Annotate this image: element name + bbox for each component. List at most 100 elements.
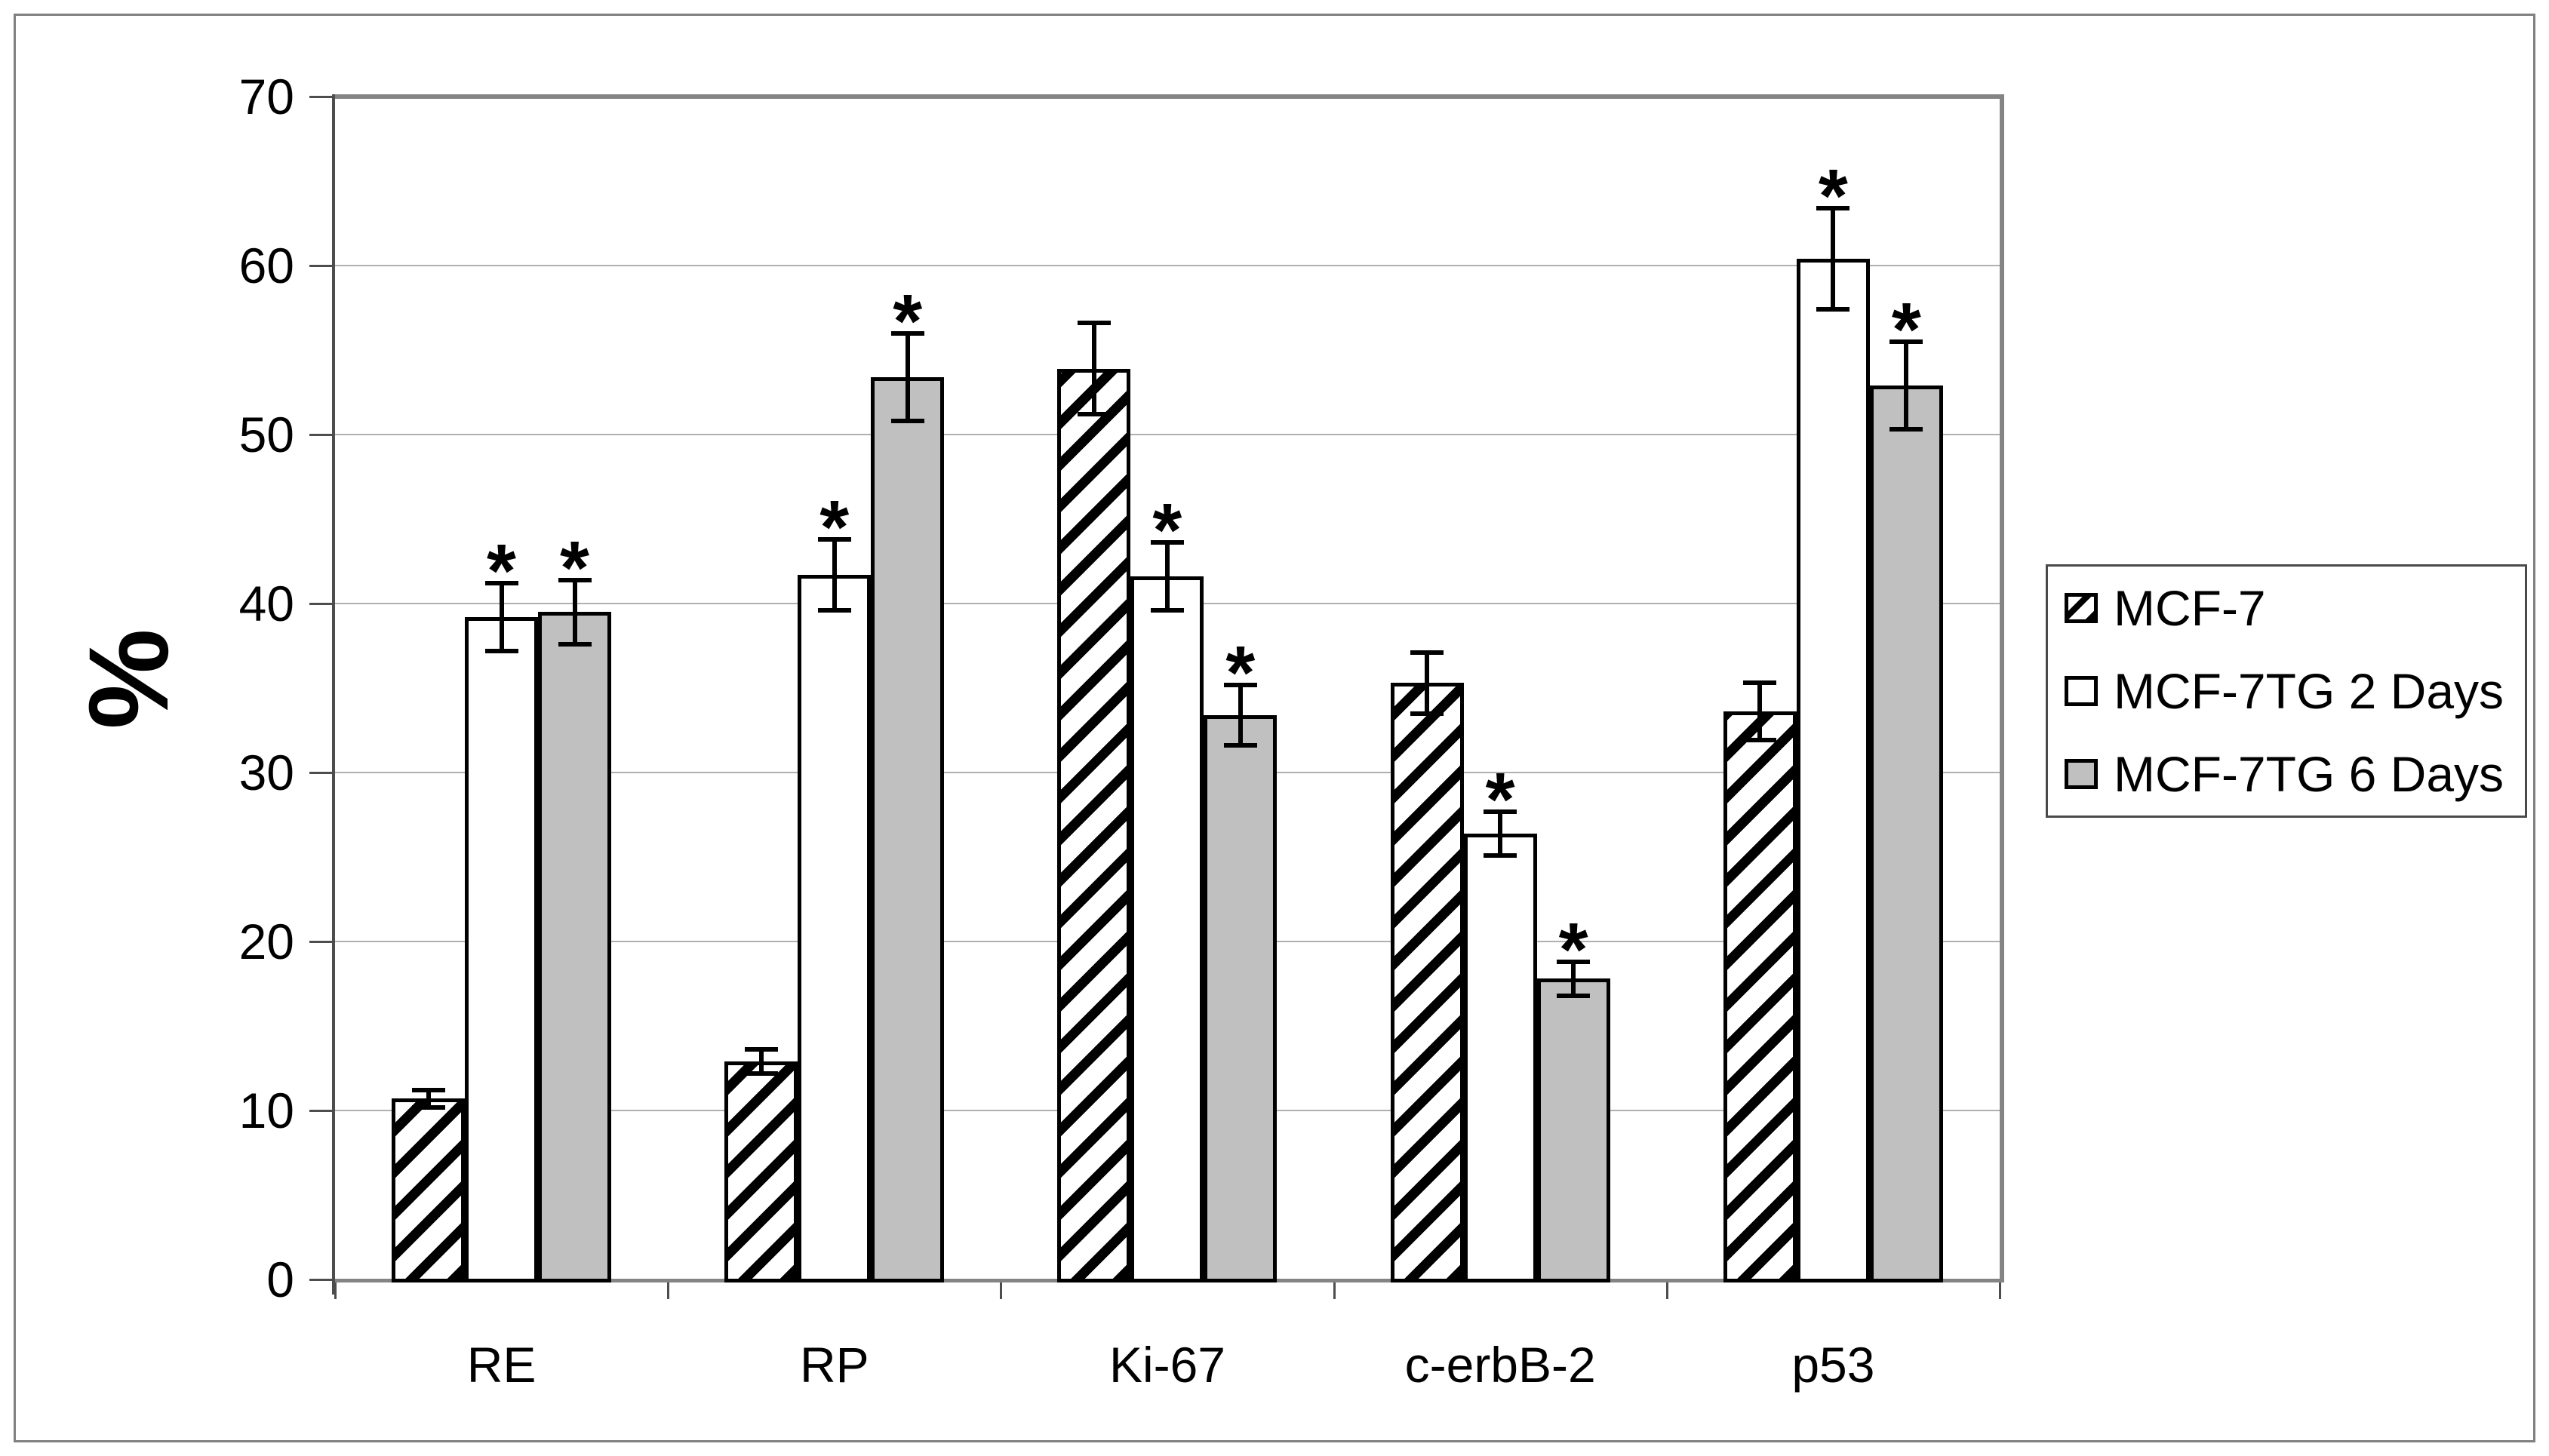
error-bar-mcf-7tg-2-days-ki-67 [1164, 542, 1170, 610]
bar-mcf-7-rp [724, 1061, 798, 1282]
error-bar-mcf-7-c-erbb-2 [1425, 652, 1430, 714]
error-cap-top-mcf-7tg-6-days-rp [890, 330, 924, 336]
error-cap-bottom-mcf-7tg-2-days-rp [817, 607, 851, 613]
error-cap-top-mcf-7-ki-67 [1077, 321, 1111, 326]
legend-swatch-mcf-7tg-6-days [2065, 759, 2098, 789]
x-axis-label-p53: p53 [1791, 1337, 1875, 1393]
error-bar-mcf-7tg-2-days-re [499, 583, 504, 651]
bar-mcf-7tg-2-days-re [465, 616, 538, 1282]
y-tick-20 [309, 941, 332, 943]
y-tick-label-60: 60 [238, 238, 294, 293]
bar-mcf-7tg-2-days-rp [798, 574, 872, 1282]
figure-border [14, 14, 2535, 1442]
legend-item-mcf-7: MCF-7 [2048, 567, 2525, 650]
y-axis-title-text: % [64, 628, 192, 730]
error-bar-mcf-7-p53 [1757, 683, 1763, 741]
bar-mcf-7tg-2-days-p53 [1796, 259, 1870, 1282]
significance-marker-mcf-7tg-6-days-p53: * [1891, 287, 1921, 372]
legend-swatch-mcf-7tg-2-days [2065, 676, 2098, 706]
y-tick-label-0: 0 [266, 1252, 294, 1307]
legend-label-mcf-7tg-6-days: MCF-7TG 6 Days [2114, 746, 2504, 802]
bar-mcf-7tg-2-days-c-erbb-2 [1463, 833, 1537, 1282]
error-cap-bottom-mcf-7-ki-67 [1077, 412, 1111, 417]
error-cap-bottom-mcf-7tg-2-days-re [484, 648, 518, 653]
error-bar-mcf-7tg-2-days-c-erbb-2 [1498, 811, 1503, 855]
gridline-60 [335, 265, 2000, 266]
x-axis-label-ki-67: Ki-67 [1108, 1337, 1226, 1393]
significance-marker-mcf-7tg-2-days-p53: * [1818, 153, 1848, 238]
error-cap-top-mcf-7tg-6-days-re [558, 577, 592, 582]
x-tick-1 [667, 1282, 670, 1299]
legend-label-mcf-7: MCF-7 [2114, 580, 2266, 636]
legend-label-mcf-7tg-2-days: MCF-7TG 2 Days [2114, 663, 2504, 719]
bar-mcf-7tg-6-days-ki-67 [1204, 714, 1278, 1282]
error-bar-mcf-7-rp [758, 1049, 764, 1074]
y-tick-label-20: 20 [238, 914, 294, 969]
x-axis-label-c-erbb-2: c-erbB-2 [1404, 1337, 1596, 1393]
error-cap-top-mcf-7tg-2-days-rp [817, 536, 851, 542]
error-bar-mcf-7tg-2-days-p53 [1831, 207, 1836, 310]
x-tick-5 [1999, 1282, 2001, 1299]
error-bar-mcf-7-ki-67 [1091, 323, 1096, 415]
error-cap-bottom-mcf-7-p53 [1743, 738, 1777, 743]
y-tick-label-10: 10 [238, 1083, 294, 1138]
error-cap-top-mcf-7tg-2-days-c-erbb-2 [1484, 809, 1517, 814]
y-tick-0 [309, 1279, 332, 1281]
error-cap-bottom-mcf-7-rp [744, 1070, 778, 1076]
bar-mcf-7-ki-67 [1057, 368, 1131, 1282]
error-cap-bottom-mcf-7tg-6-days-p53 [1889, 427, 1923, 432]
gridline-50 [335, 434, 2000, 435]
legend-swatch-mcf-7 [2065, 593, 2098, 623]
plot-border-right [2000, 94, 2004, 1282]
significance-marker-mcf-7tg-6-days-re: * [560, 525, 589, 610]
y-tick-label-70: 70 [238, 69, 294, 124]
error-cap-top-mcf-7tg-2-days-p53 [1816, 205, 1850, 210]
y-tick-60 [309, 265, 332, 267]
error-bar-mcf-7tg-6-days-rp [905, 333, 910, 422]
error-bar-mcf-7tg-2-days-rp [832, 539, 837, 610]
y-axis-line [332, 94, 335, 1295]
legend-item-mcf-7tg-6-days: MCF-7TG 6 Days [2048, 733, 2525, 816]
error-cap-bottom-mcf-7tg-2-days-p53 [1816, 307, 1850, 312]
error-cap-bottom-mcf-7tg-2-days-c-erbb-2 [1484, 852, 1517, 858]
significance-marker-mcf-7tg-6-days-ki-67: * [1225, 630, 1256, 715]
error-cap-top-mcf-7-re [411, 1088, 445, 1093]
x-tick-3 [1333, 1282, 1336, 1299]
error-cap-top-mcf-7tg-6-days-p53 [1889, 339, 1923, 344]
error-bar-mcf-7tg-6-days-p53 [1904, 341, 1909, 430]
error-cap-top-mcf-7-c-erbb-2 [1410, 650, 1444, 655]
y-tick-30 [309, 772, 332, 774]
error-cap-top-mcf-7-p53 [1743, 680, 1777, 686]
error-bar-mcf-7-re [426, 1090, 431, 1107]
legend: MCF-7 MCF-7TG 2 Days MCF-7TG 6 Days [2046, 564, 2527, 818]
y-tick-40 [309, 603, 332, 605]
bar-mcf-7tg-2-days-ki-67 [1130, 576, 1204, 1282]
error-bar-mcf-7tg-6-days-c-erbb-2 [1571, 961, 1576, 996]
error-cap-top-mcf-7tg-2-days-re [484, 581, 518, 586]
x-tick-4 [1665, 1282, 1668, 1299]
y-tick-50 [309, 434, 332, 436]
y-tick-70 [309, 96, 332, 98]
bar-mcf-7tg-6-days-c-erbb-2 [1536, 978, 1610, 1282]
error-cap-bottom-mcf-7tg-6-days-re [558, 641, 592, 647]
error-cap-top-mcf-7tg-2-days-ki-67 [1150, 540, 1184, 545]
error-cap-top-mcf-7-rp [744, 1047, 778, 1052]
x-axis-label-re: RE [466, 1337, 537, 1393]
error-bar-mcf-7tg-6-days-ki-67 [1238, 684, 1243, 746]
error-cap-bottom-mcf-7-re [411, 1104, 445, 1110]
significance-marker-mcf-7tg-6-days-rp: * [893, 278, 923, 364]
significance-marker-mcf-7tg-2-days-ki-67: * [1152, 488, 1182, 573]
significance-marker-mcf-7tg-2-days-c-erbb-2: * [1485, 757, 1515, 842]
error-bar-mcf-7tg-6-days-re [572, 579, 577, 644]
legend-item-mcf-7tg-2-days: MCF-7TG 2 Days [2048, 650, 2525, 733]
plot-border-top [332, 94, 2004, 99]
bar-mcf-7tg-6-days-p53 [1869, 386, 1943, 1282]
bar-mcf-7tg-6-days-rp [871, 376, 945, 1282]
bar-mcf-7tg-6-days-re [538, 612, 611, 1282]
error-cap-bottom-mcf-7tg-2-days-ki-67 [1150, 607, 1184, 613]
y-tick-label-50: 50 [238, 407, 294, 462]
error-cap-bottom-mcf-7tg-6-days-ki-67 [1223, 743, 1257, 748]
significance-marker-mcf-7tg-6-days-c-erbb-2: * [1558, 907, 1588, 992]
bar-mcf-7-p53 [1723, 711, 1797, 1282]
